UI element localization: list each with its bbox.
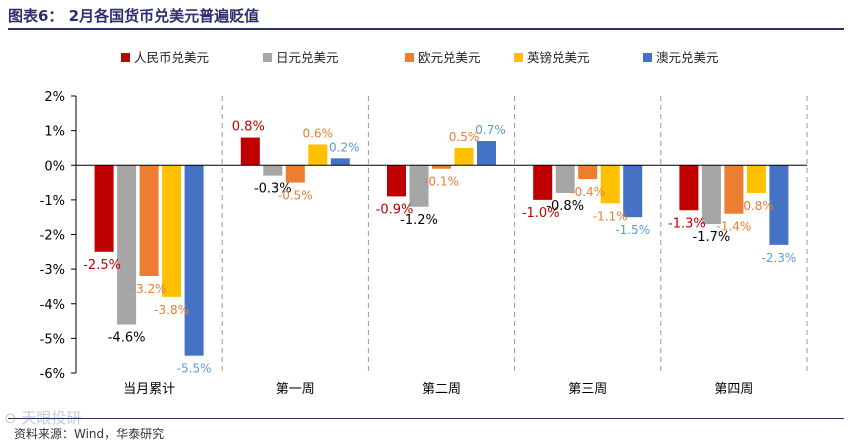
title-bar: 图表6： 2月各国货币兑美元普遍贬值: [8, 4, 844, 30]
legend-swatch: [121, 53, 130, 62]
source-note: 资料来源：Wind，华泰研究: [14, 427, 165, 441]
x-tick-label: 第二周: [422, 382, 461, 397]
data-label-4-3: -0.8%: [739, 199, 774, 213]
data-label-2-2: -0.1%: [424, 175, 459, 189]
bar-2-0: [387, 165, 406, 197]
y-tick-label: 1%: [44, 125, 65, 140]
bar-4-2: [724, 165, 744, 214]
group-separators: [221, 96, 808, 373]
x-tick-label: 第三周: [568, 382, 607, 397]
data-label-0-0: -2.5%: [83, 258, 121, 273]
data-label-0-2: -3.2%: [132, 282, 167, 296]
data-label-0-3: -3.8%: [154, 303, 189, 317]
data-label-3-2: -0.4%: [570, 185, 605, 199]
data-label-3-3: -1.1%: [593, 209, 628, 223]
y-tick-label: -2%: [40, 229, 65, 244]
bar-1-3: [308, 144, 328, 166]
bar-3-4: [623, 165, 643, 218]
data-label-3-1: -0.8%: [546, 199, 584, 214]
bar-4-0: [679, 165, 699, 211]
data-label-1-3: 0.6%: [303, 126, 334, 140]
x-tick-label: 第四周: [714, 382, 753, 397]
data-label-1-2: -0.5%: [278, 189, 313, 203]
bars: [94, 137, 789, 356]
legend-swatch: [514, 53, 523, 62]
y-tick-label: 0%: [44, 159, 65, 174]
bar-4-3: [746, 165, 766, 193]
data-label-4-1: -1.7%: [693, 230, 731, 245]
bar-2-3: [454, 147, 474, 166]
legend-label: 欧元兑美元: [418, 50, 481, 65]
data-label-1-0: 0.8%: [232, 120, 265, 135]
legend: 人民币兑美元 日元兑美元 欧元兑美元 英镑兑美元 澳元兑美元: [121, 50, 719, 65]
bar-0-3: [162, 165, 182, 297]
bar-0-1: [117, 165, 137, 325]
data-label-4-4: -2.3%: [761, 251, 796, 265]
legend-swatch: [405, 53, 414, 62]
legend-swatch: [643, 53, 652, 62]
legend-label: 澳元兑美元: [656, 50, 719, 65]
chart-title: 图表6： 2月各国货币兑美元普遍贬值: [8, 7, 260, 25]
bar-3-3: [600, 165, 620, 204]
bar-1-4: [330, 158, 350, 166]
data-label-0-4: -5.5%: [177, 362, 212, 376]
data-label-2-1: -1.2%: [400, 213, 438, 228]
data-label-4-0: -1.3%: [668, 216, 706, 231]
x-tick-label: 第一周: [276, 382, 315, 397]
y-tick-label: -6%: [40, 367, 65, 382]
y-tick-label: -3%: [40, 263, 65, 278]
data-label-2-4: 0.7%: [475, 123, 506, 137]
bar-4-4: [769, 165, 789, 245]
bar-2-1: [409, 165, 429, 207]
legend-label: 日元兑美元: [276, 50, 339, 65]
data-label-1-4: 0.2%: [329, 140, 360, 154]
bar-4-1: [701, 165, 721, 225]
x-tick-label: 当月累计: [123, 382, 175, 397]
legend-label: 人民币兑美元: [134, 50, 209, 65]
legend-label: 英镑兑美元: [527, 50, 590, 65]
bar-1-0: [240, 137, 260, 166]
data-label-1-1: -0.3%: [254, 182, 292, 197]
data-labels: -2.5% -4.6% -3.2% -3.8% -5.5% 0.8% -0.3%-0.5% 0…: [83, 120, 796, 376]
legend-swatch: [263, 53, 272, 62]
bar-0-4: [184, 165, 204, 356]
bar-2-2: [432, 165, 451, 169]
y-tick-label: -1%: [40, 194, 65, 209]
y-tick-label: -5%: [40, 332, 65, 347]
data-label-4-2: -1.4%: [716, 220, 751, 234]
bar-0-2: [139, 165, 159, 277]
y-tick-label: -4%: [40, 298, 65, 313]
bar-0-0: [94, 165, 114, 252]
bar-3-2: [578, 165, 598, 180]
data-label-0-1: -4.6%: [108, 331, 146, 346]
footer-divider: [8, 418, 844, 419]
bar-1-1: [263, 165, 283, 176]
bar-3-0: [533, 165, 553, 200]
data-label-3-4: -1.5%: [615, 223, 650, 237]
x-axis: 当月累计 第一周 第二周 第三周 第四周: [76, 164, 807, 397]
bar-2-4: [477, 141, 496, 166]
data-label-2-0: -0.9%: [376, 202, 414, 217]
bar-1-2: [285, 165, 305, 183]
data-label-2-3: 0.5%: [449, 130, 480, 144]
data-label-3-0: -1.0%: [522, 206, 560, 221]
y-tick-label: 2%: [44, 90, 65, 105]
y-axis: 2% 1% 0% -1% -2% -3% -4% -5% -6%: [40, 90, 77, 382]
bar-3-1: [555, 165, 575, 193]
